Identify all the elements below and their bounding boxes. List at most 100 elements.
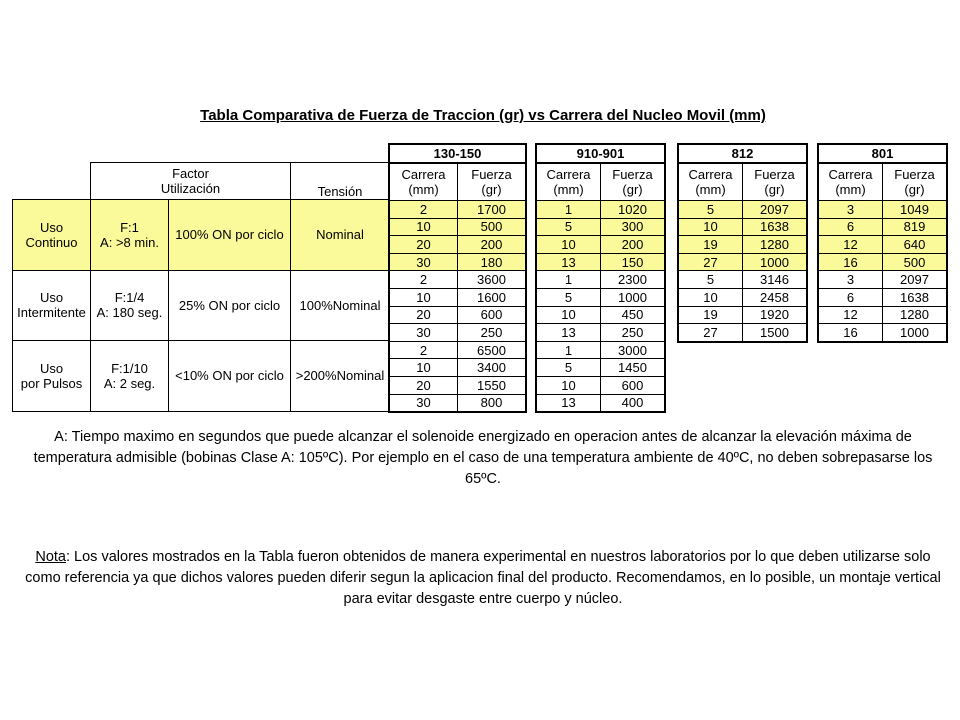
carrera-label: Carrera xyxy=(828,167,873,182)
carrera-cell: 10 xyxy=(677,287,743,307)
table-row: 20 1550 xyxy=(388,375,527,395)
table-row: 30 800 xyxy=(388,393,527,413)
carrera-cell: 20 xyxy=(388,235,458,254)
carrera-unit: (mm) xyxy=(408,182,439,197)
carrera-header: Carrera (mm) xyxy=(677,162,743,201)
carrera-cell: 5 xyxy=(535,287,601,307)
fuerza-cell: 3146 xyxy=(742,270,808,289)
fuerza-cell: 1000 xyxy=(742,252,808,272)
fuerza-unit: (gr) xyxy=(904,182,925,197)
product-table-801: 801 Carrera (mm) Fuerza (gr) 3 1049 6 819 12 640 1… xyxy=(817,143,948,343)
factor-header-line2: Utilización xyxy=(160,181,221,196)
product-table-812: 812 Carrera (mm) Fuerza (gr) 5 2097 10 1638 19 12… xyxy=(677,143,808,343)
fuerza-cell: 1000 xyxy=(882,323,948,343)
max-time: A: 2 seg. xyxy=(103,375,156,391)
fuerza-cell: 450 xyxy=(600,305,666,325)
product-name: 812 xyxy=(677,143,808,164)
usage-row: Uso Intermitente F:1/4 A: 180 seg. 25% ON … xyxy=(12,269,390,341)
fuerza-cell: 1550 xyxy=(457,375,527,395)
fuerza-cell: 3600 xyxy=(457,270,527,289)
tension-cell: Nominal xyxy=(290,199,390,271)
carrera-cell: 5 xyxy=(535,358,601,377)
carrera-cell: 3 xyxy=(817,200,883,219)
carrera-cell: 20 xyxy=(388,305,458,325)
fuerza-cell: 500 xyxy=(457,217,527,237)
carrera-cell: 19 xyxy=(677,235,743,254)
factor-header-line1: Factor xyxy=(172,166,209,181)
table-row: 13 250 xyxy=(535,323,666,342)
carrera-unit: (mm) xyxy=(695,182,726,197)
usage-type-line1: Uso xyxy=(39,219,64,235)
fuerza-label: Fuerza xyxy=(754,167,795,182)
usage-type-line2: Continuo xyxy=(25,234,78,250)
carrera-cell: 1 xyxy=(535,270,601,289)
carrera-label: Carrera xyxy=(546,167,591,182)
product-name: 130-150 xyxy=(388,143,527,164)
usage-factor-table: Factor Utilización Tensión Uso Continuo F:… xyxy=(12,162,390,412)
fuerza-unit: (gr) xyxy=(764,182,785,197)
carrera-cell: 27 xyxy=(677,252,743,272)
factor-header: Factor Utilización xyxy=(90,162,291,200)
carrera-unit: (mm) xyxy=(835,182,866,197)
table-row: 12 1280 xyxy=(817,305,948,325)
fuerza-cell: 1020 xyxy=(600,200,666,219)
duty-cycle-cell: 100% ON por ciclo xyxy=(168,199,291,271)
table-row: 10 2458 xyxy=(677,287,808,307)
carrera-cell: 30 xyxy=(388,323,458,342)
fuerza-cell: 1049 xyxy=(882,200,948,219)
fuerza-cell: 1450 xyxy=(600,358,666,377)
table-row: 5 300 xyxy=(535,217,666,237)
fuerza-cell: 250 xyxy=(457,323,527,342)
fuerza-cell: 3000 xyxy=(600,340,666,360)
carrera-cell: 2 xyxy=(388,340,458,360)
usage-type-cell: Uso por Pulsos xyxy=(12,340,91,412)
product-table-910-901: 910-901 Carrera (mm) Fuerza (gr) 1 1020 5 300 10… xyxy=(535,143,666,414)
fuerza-cell: 200 xyxy=(457,235,527,254)
fuerza-header: Fuerza (gr) xyxy=(742,162,808,201)
table-row: 5 3146 xyxy=(677,270,808,289)
duty-cycle-cell: <10% ON por ciclo xyxy=(168,340,291,412)
fuerza-label: Fuerza xyxy=(471,167,512,182)
carrera-cell: 1 xyxy=(535,200,601,219)
usage-type-cell: Uso Intermitente xyxy=(12,269,91,341)
table-row: 16 500 xyxy=(817,252,948,272)
product-name: 910-901 xyxy=(535,143,666,164)
fuerza-cell: 400 xyxy=(600,393,666,413)
factor-cell: F:1 A: >8 min. xyxy=(90,199,169,271)
factor-value: F:1 xyxy=(120,219,139,235)
fuerza-header: Fuerza (gr) xyxy=(600,162,666,201)
table-row: 10 600 xyxy=(535,375,666,395)
carrera-cell: 5 xyxy=(677,270,743,289)
carrera-cell: 16 xyxy=(817,252,883,272)
carrera-cell: 3 xyxy=(817,270,883,289)
fuerza-cell: 1700 xyxy=(457,200,527,219)
carrera-cell: 6 xyxy=(817,217,883,237)
carrera-cell: 16 xyxy=(817,323,883,343)
fuerza-cell: 500 xyxy=(882,252,948,272)
usage-type-line2: por Pulsos xyxy=(20,375,83,391)
product-table-130-150: 130-150 Carrera (mm) Fuerza (gr) 2 1700 10 500 2… xyxy=(388,143,527,414)
carrera-label: Carrera xyxy=(401,167,446,182)
carrera-cell: 10 xyxy=(677,217,743,237)
table-row: 10 450 xyxy=(535,305,666,325)
carrera-cell: 5 xyxy=(677,200,743,219)
carrera-cell: 30 xyxy=(388,393,458,413)
fuerza-cell: 3400 xyxy=(457,358,527,377)
page-title: Tabla Comparativa de Fuerza de Traccion … xyxy=(200,107,766,124)
table-row: 2 1700 xyxy=(388,200,527,219)
fuerza-cell: 1500 xyxy=(742,323,808,343)
fuerza-cell: 1000 xyxy=(600,287,666,307)
carrera-label: Carrera xyxy=(688,167,733,182)
fuerza-cell: 1920 xyxy=(742,305,808,325)
carrera-cell: 13 xyxy=(535,252,601,272)
fuerza-cell: 1638 xyxy=(882,287,948,307)
duty-cycle-cell: 25% ON por ciclo xyxy=(168,269,291,341)
fuerza-cell: 1280 xyxy=(742,235,808,254)
table-row: 5 1000 xyxy=(535,287,666,307)
table-row: 10 1600 xyxy=(388,287,527,307)
table-row: 27 1500 xyxy=(677,323,808,343)
fuerza-cell: 600 xyxy=(457,305,527,325)
nota-text: : Los valores mostrados en la Tabla fuer… xyxy=(25,549,941,607)
table-row: 1 2300 xyxy=(535,270,666,289)
carrera-cell: 27 xyxy=(677,323,743,343)
